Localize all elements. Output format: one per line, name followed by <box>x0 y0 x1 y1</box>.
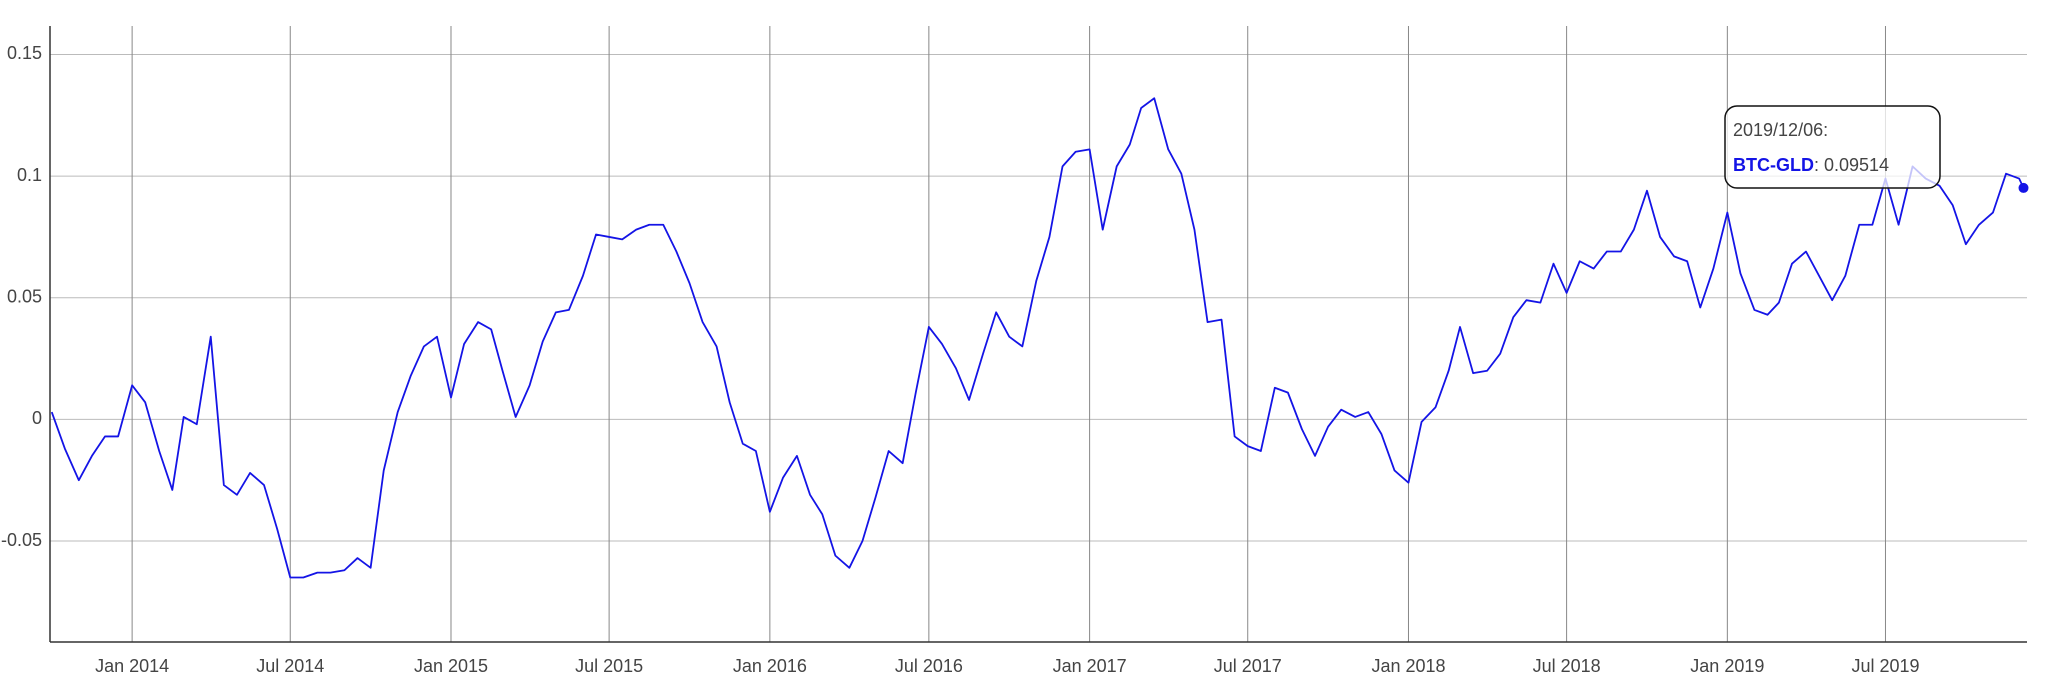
x-tick-label: Jul 2018 <box>1533 656 1601 676</box>
x-tick-label: Jul 2016 <box>895 656 963 676</box>
x-tick-label: Jul 2014 <box>256 656 324 676</box>
y-tick-label: 0.05 <box>7 287 42 307</box>
tooltip-line: BTC-GLD: 0.09514 <box>1733 155 1889 175</box>
label-layer: -0.05 0 0.05 0.1 0.15 Jan 2014 Jul 2014 Jan 201… <box>1 43 1920 676</box>
x-tick-label: Jan 2019 <box>1690 656 1764 676</box>
tooltip-series: BTC-GLD <box>1733 155 1814 175</box>
x-tick-label: Jan 2014 <box>95 656 169 676</box>
y-tick-label: 0 <box>32 408 42 428</box>
tooltip-box <box>1724 105 1941 189</box>
x-tick-label: Jul 2019 <box>1851 656 1919 676</box>
y-tick-label: 0.15 <box>7 43 42 63</box>
x-tick-label: Jul 2017 <box>1214 656 1282 676</box>
tooltip: 2019/12/06: BTC-GLD: 0.09514 <box>1724 105 1941 189</box>
x-tick-label: Jan 2016 <box>733 656 807 676</box>
tooltip-value: : 0.09514 <box>1814 155 1889 175</box>
x-tick-label: Jan 2017 <box>1053 656 1127 676</box>
hover-point <box>2018 182 2029 193</box>
y-tick-label: 0.1 <box>17 165 42 185</box>
x-tick-label: Jan 2015 <box>414 656 488 676</box>
tooltip-title: 2019/12/06: <box>1733 120 1828 140</box>
series-line <box>50 97 2025 579</box>
grid-layer <box>50 26 2027 642</box>
x-tick-label: Jan 2018 <box>1371 656 1445 676</box>
y-tick-label: -0.05 <box>1 530 42 550</box>
plot-layer <box>50 97 2029 579</box>
x-tick-label: Jul 2015 <box>575 656 643 676</box>
